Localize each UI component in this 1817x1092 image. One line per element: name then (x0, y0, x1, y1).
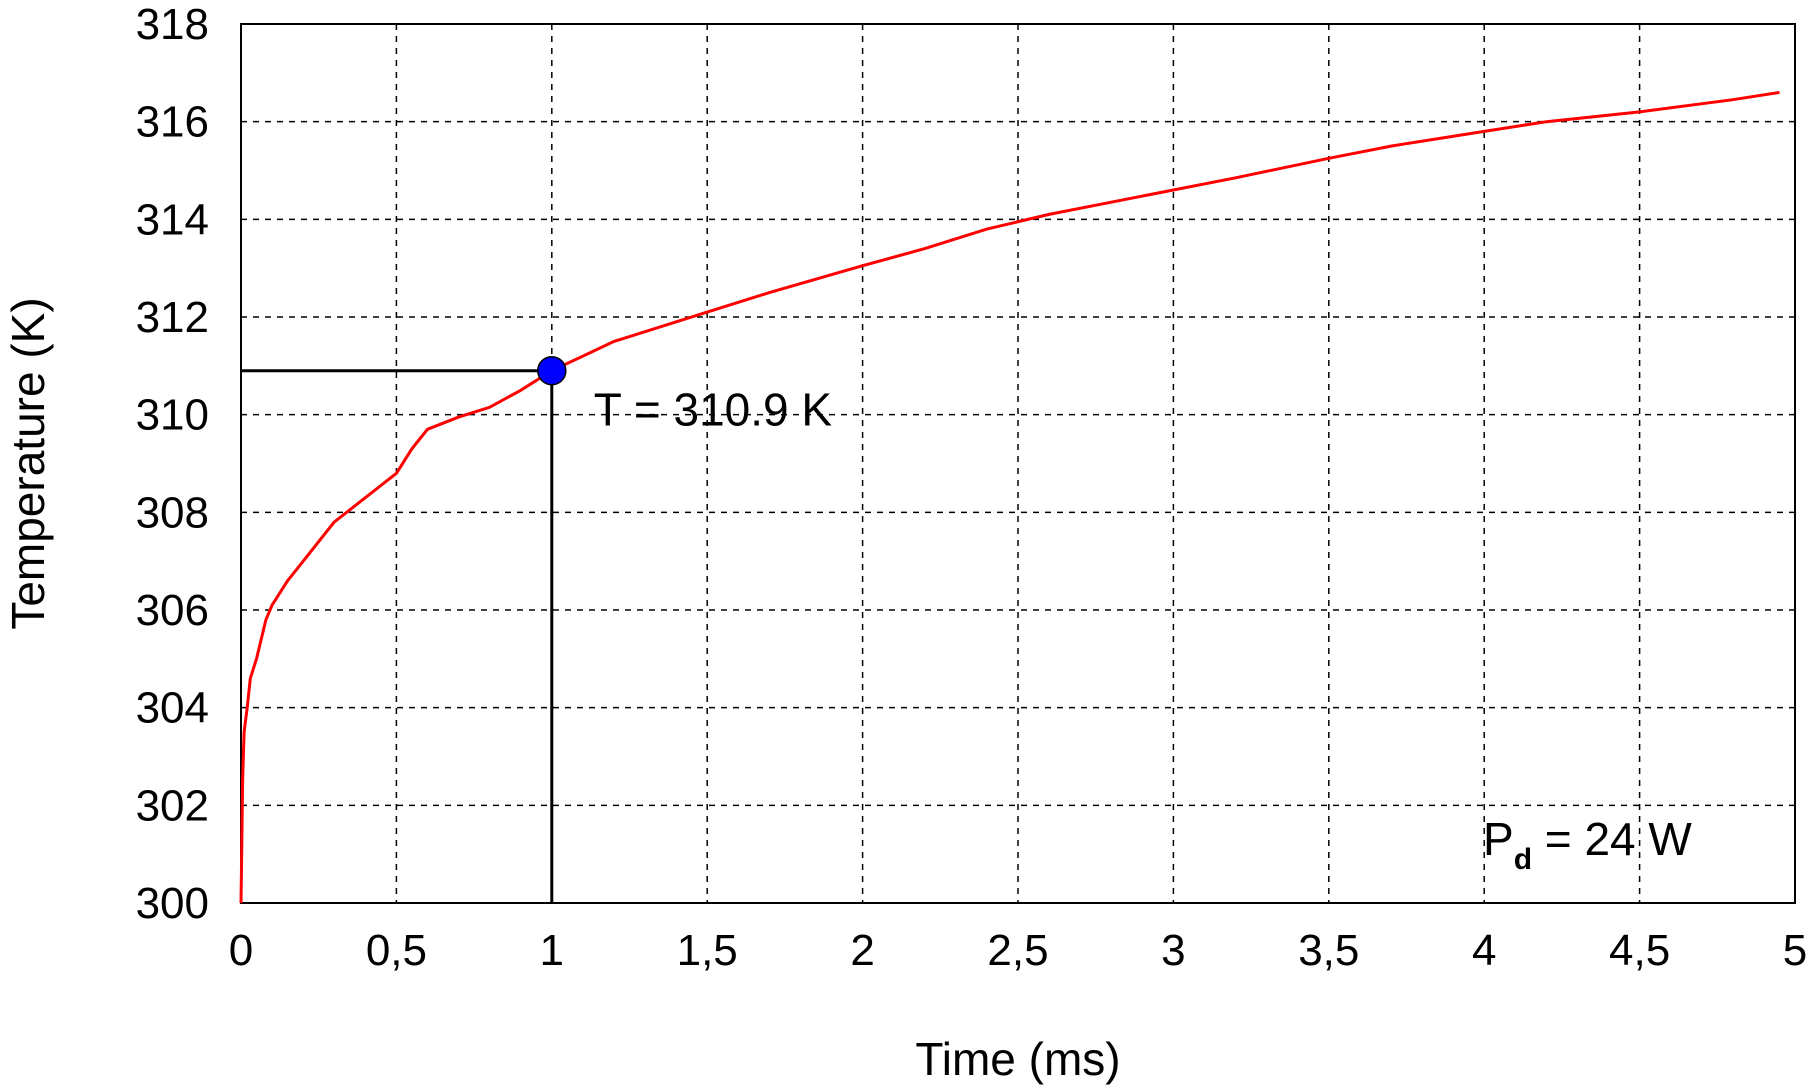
y-tick-label: 312 (136, 293, 209, 342)
y-tick-labels: 300 302 304 306 308 310 312 314 316 318 (136, 0, 209, 928)
x-tick-label: 1,5 (677, 926, 738, 975)
power-label-subscript: d (1514, 843, 1532, 876)
power-label-main: P (1483, 813, 1514, 865)
y-tick-label: 310 (136, 391, 209, 440)
x-tick-label: 2 (850, 926, 874, 975)
y-tick-label: 304 (136, 684, 209, 733)
x-axis-label: Time (ms) (915, 1033, 1120, 1085)
y-axis-label: Temperature (K) (2, 297, 54, 629)
x-tick-label: 3,5 (1298, 926, 1359, 975)
x-tick-label: 4,5 (1609, 926, 1670, 975)
power-label: Pd = 24 W (1483, 813, 1692, 876)
grid-lines (241, 24, 1795, 903)
x-tick-label: 0 (229, 926, 253, 975)
y-tick-label: 300 (136, 879, 209, 928)
plot-frame (240, 23, 1796, 904)
highlight-point-marker (537, 355, 567, 386)
temperature-series-line (239, 90, 1780, 904)
y-tick-label: 306 (136, 586, 209, 635)
highlight-point-label: T = 310.9 K (594, 384, 833, 436)
y-tick-label: 316 (136, 98, 209, 147)
y-tick-label: 308 (136, 488, 209, 537)
x-tick-label: 4 (1472, 926, 1496, 975)
x-tick-label: 0,5 (366, 926, 427, 975)
y-tick-label: 314 (136, 195, 209, 244)
x-tick-label: 3 (1161, 926, 1185, 975)
x-tick-label: 1 (540, 926, 564, 975)
y-tick-label: 318 (136, 0, 209, 49)
x-tick-label: 5 (1783, 926, 1807, 975)
power-label-rest: = 24 W (1532, 813, 1692, 865)
y-tick-label: 302 (136, 781, 209, 830)
x-tick-label: 2,5 (987, 926, 1048, 975)
reference-lines (241, 369, 554, 903)
x-tick-labels: 0 0,5 1 1,5 2 2,5 3 3,5 4 4,5 5 (229, 926, 1807, 975)
